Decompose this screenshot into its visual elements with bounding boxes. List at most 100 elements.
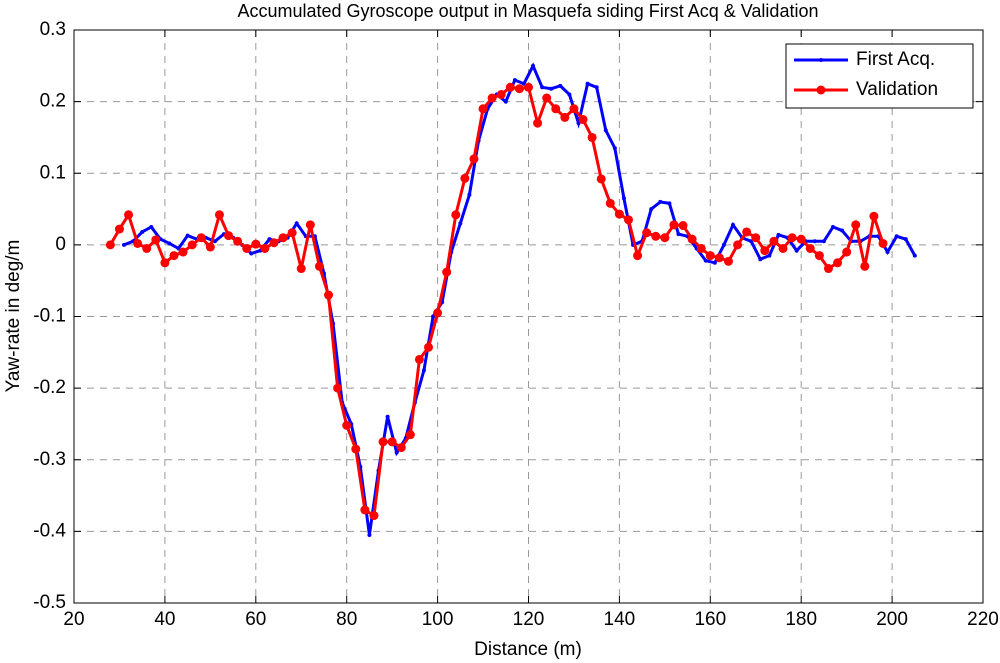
y-tick-label: 0 [55, 234, 66, 255]
legend-label: First Acq. [856, 49, 935, 70]
data-point [185, 233, 190, 238]
data-point [169, 251, 179, 261]
data-point [549, 86, 554, 91]
data-point [360, 505, 370, 515]
data-point [623, 215, 633, 225]
x-tick-label: 140 [604, 609, 636, 630]
y-tick-label: 0.1 [40, 162, 66, 183]
data-point [560, 112, 570, 122]
data-point [142, 243, 152, 253]
data-point [196, 233, 206, 243]
data-point [467, 192, 472, 197]
data-point [633, 251, 643, 261]
data-point [512, 78, 517, 83]
data-point [294, 221, 299, 226]
data-point [903, 237, 908, 242]
data-point [269, 238, 279, 248]
data-point [851, 220, 861, 230]
data-point [305, 220, 315, 230]
data-point [369, 511, 379, 521]
data-point [149, 224, 154, 229]
data-point [742, 227, 752, 237]
data-point [705, 251, 715, 261]
y-tick-label: -0.4 [33, 520, 66, 541]
legend-marker [816, 85, 826, 95]
data-point [451, 210, 461, 220]
data-point [885, 250, 890, 255]
y-tick-label: -0.3 [33, 449, 66, 470]
data-point [805, 243, 815, 253]
data-point [121, 242, 126, 247]
data-point [551, 104, 561, 114]
data-point [212, 239, 217, 244]
data-point [167, 241, 172, 246]
data-point [594, 85, 599, 90]
x-tick-label: 200 [876, 609, 908, 630]
data-point [703, 258, 708, 263]
data-point [351, 444, 361, 454]
data-point [860, 261, 870, 271]
data-point [151, 235, 161, 245]
data-point [821, 239, 826, 244]
data-point [869, 211, 879, 221]
data-point [540, 85, 545, 90]
data-point [558, 83, 563, 88]
data-point [433, 308, 443, 318]
data-point [205, 242, 215, 252]
data-point [660, 233, 670, 243]
data-point [658, 199, 663, 204]
data-point [833, 258, 843, 268]
data-point [621, 196, 626, 201]
x-tick-label: 100 [422, 609, 454, 630]
data-point [496, 89, 506, 99]
data-point [842, 247, 852, 257]
y-tick-label: -0.2 [33, 377, 66, 398]
x-tick-label: 20 [63, 609, 84, 630]
data-point [314, 261, 324, 271]
data-point [224, 231, 234, 241]
data-point [812, 239, 817, 244]
plot-frame [73, 29, 984, 604]
data-point [414, 354, 424, 364]
data-point [751, 233, 761, 243]
data-point [667, 201, 672, 206]
legend-marker [819, 58, 823, 62]
data-point [187, 240, 197, 250]
data-point [823, 264, 833, 274]
data-point [840, 228, 845, 233]
data-point [894, 234, 899, 239]
data-point [676, 232, 681, 237]
data-point [214, 210, 224, 220]
data-point [287, 228, 297, 238]
data-point [424, 342, 434, 352]
data-point [767, 253, 772, 258]
data-point [587, 132, 597, 142]
data-point [794, 248, 799, 253]
data-point [114, 224, 124, 234]
data-point [603, 128, 608, 133]
data-point [233, 236, 243, 246]
data-point [778, 243, 788, 253]
data-point [776, 232, 781, 237]
data-point [878, 238, 888, 248]
data-point [814, 251, 824, 261]
data-point [787, 233, 797, 243]
data-point [342, 420, 352, 430]
x-tick-label: 60 [245, 609, 266, 630]
data-point [333, 383, 343, 393]
data-point [296, 264, 306, 274]
data-point [596, 174, 606, 184]
data-point [714, 253, 724, 263]
data-point [669, 220, 679, 230]
data-point [442, 267, 452, 277]
data-point [324, 290, 334, 300]
data-point [124, 210, 134, 220]
data-point [796, 234, 806, 244]
data-point [421, 368, 426, 373]
data-point [533, 118, 543, 128]
data-point [251, 239, 261, 249]
data-point [396, 443, 406, 453]
data-point [503, 99, 508, 104]
data-point [478, 104, 488, 114]
data-point [758, 257, 763, 262]
